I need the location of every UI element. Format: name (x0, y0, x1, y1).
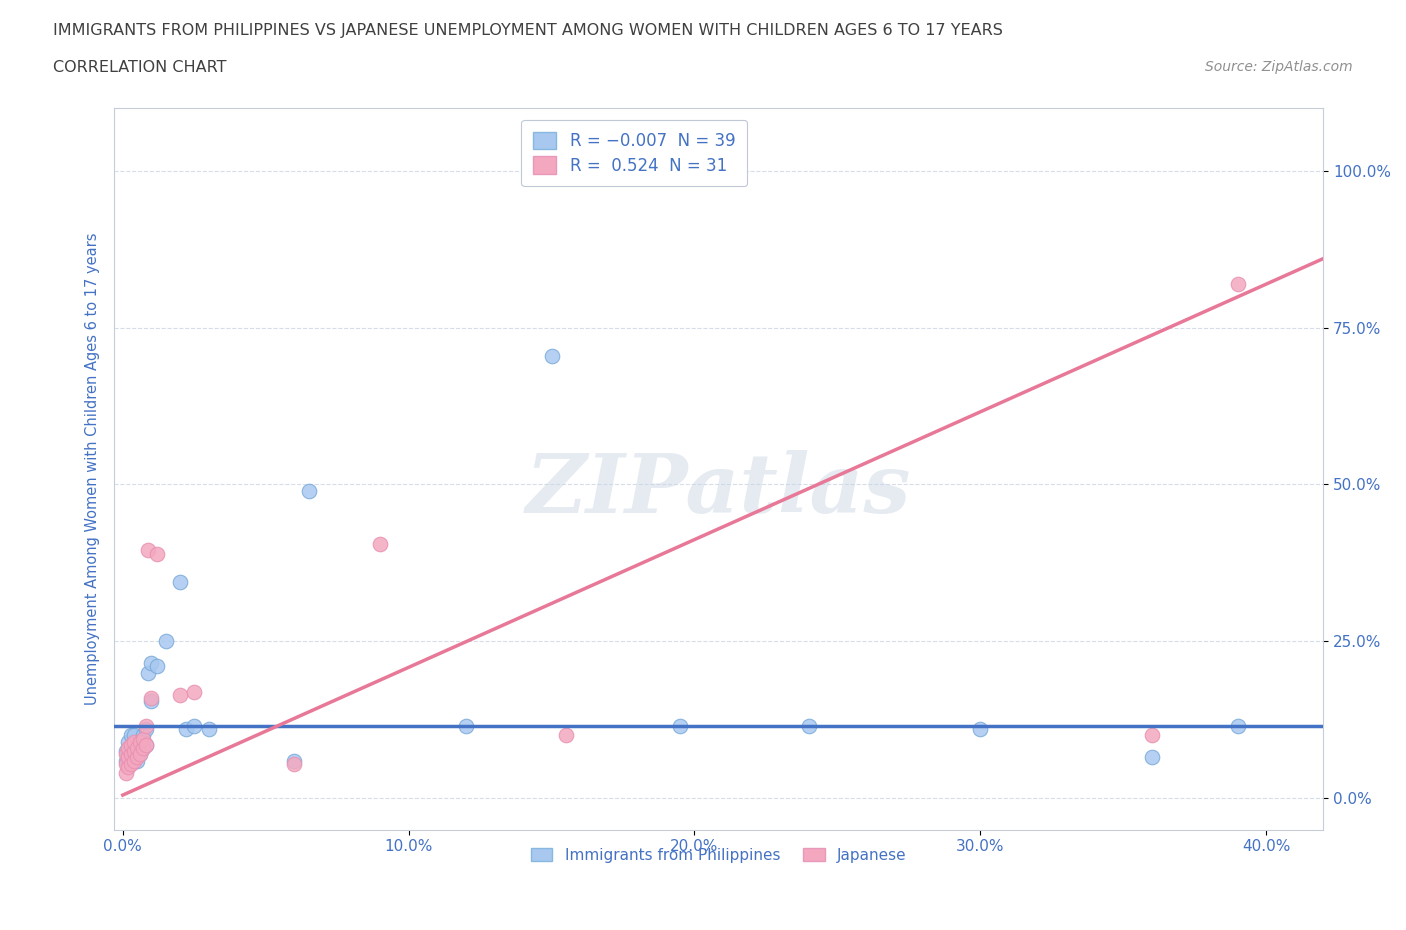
Point (122, 753, 145, 768)
Point (129, 747, 152, 762)
Point (554, 728, 576, 743)
Point (117, 750, 139, 764)
Point (114, 753, 136, 768)
Point (132, 731, 155, 746)
Point (368, 537, 391, 551)
Point (122, 744, 145, 759)
Point (797, 719, 820, 734)
Legend: Immigrants from Philippines, Japanese: Immigrants from Philippines, Japanese (524, 842, 912, 869)
Point (454, 719, 477, 734)
Point (174, 722, 197, 737)
Point (120, 756, 142, 771)
Point (122, 735, 145, 750)
Point (146, 546, 169, 561)
Point (1140, 728, 1163, 743)
Point (120, 740, 142, 755)
Point (122, 750, 145, 764)
Point (125, 750, 148, 764)
Point (132, 740, 155, 755)
Point (114, 744, 136, 759)
Point (132, 740, 155, 755)
Point (155, 634, 177, 649)
Text: ZIPatlas: ZIPatlas (526, 450, 911, 530)
Point (114, 765, 136, 780)
Point (540, 349, 562, 364)
Point (169, 575, 191, 590)
Point (626, 164, 648, 179)
Point (125, 753, 148, 768)
Point (169, 687, 191, 702)
Point (135, 719, 157, 734)
Point (132, 728, 155, 743)
Text: Source: ZipAtlas.com: Source: ZipAtlas.com (1205, 60, 1353, 74)
Point (122, 728, 145, 743)
Point (197, 722, 219, 737)
Point (120, 753, 142, 768)
Point (135, 737, 157, 752)
Point (117, 756, 139, 771)
Point (125, 744, 148, 759)
Point (135, 737, 157, 752)
Point (120, 747, 142, 762)
Point (669, 719, 692, 734)
Point (141, 690, 163, 705)
Point (138, 665, 160, 680)
Point (120, 728, 142, 743)
Text: CORRELATION CHART: CORRELATION CHART (53, 60, 226, 75)
Point (120, 737, 142, 752)
Point (1226, 719, 1249, 734)
Point (135, 722, 157, 737)
Point (1226, 276, 1249, 291)
Point (146, 659, 169, 674)
Point (114, 747, 136, 762)
Point (283, 756, 305, 771)
Point (122, 737, 145, 752)
Point (141, 694, 163, 709)
Point (125, 740, 148, 755)
Point (183, 719, 205, 734)
Point (1140, 750, 1163, 764)
Point (138, 543, 160, 558)
Point (969, 722, 991, 737)
Point (120, 747, 142, 762)
Point (183, 684, 205, 699)
Point (297, 484, 319, 498)
Point (117, 760, 139, 775)
Text: IMMIGRANTS FROM PHILIPPINES VS JAPANESE UNEMPLOYMENT AMONG WOMEN WITH CHILDREN A: IMMIGRANTS FROM PHILIPPINES VS JAPANESE … (53, 23, 1004, 38)
Point (129, 747, 152, 762)
Point (114, 756, 136, 771)
Point (283, 753, 305, 768)
Point (125, 737, 148, 752)
Point (129, 735, 152, 750)
Y-axis label: Unemployment Among Women with Children Ages 6 to 17 years: Unemployment Among Women with Children A… (86, 232, 100, 705)
Point (117, 735, 139, 750)
Point (129, 735, 152, 750)
Point (141, 656, 163, 671)
Point (117, 740, 139, 755)
Point (117, 747, 139, 762)
